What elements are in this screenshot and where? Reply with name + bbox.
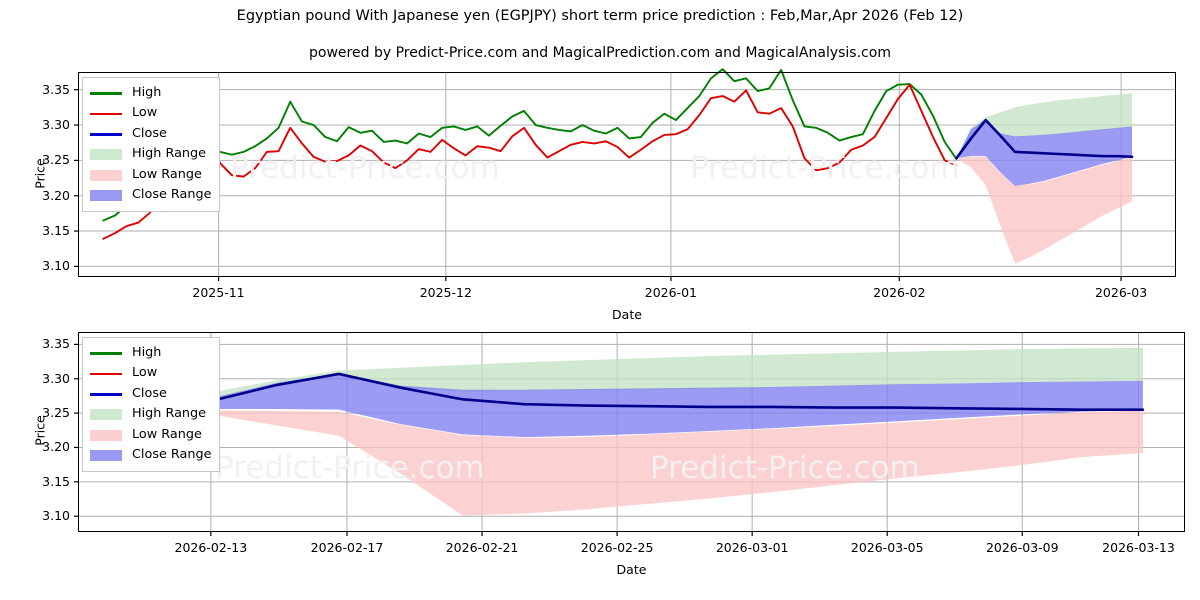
legend-line-swatch	[89, 107, 123, 121]
y-axis-tick-label: 3.30	[42, 117, 70, 133]
series-line-high	[102, 68, 958, 222]
legend-patch-swatch	[89, 148, 123, 162]
series-line-close	[151, 372, 1145, 413]
legend-item: High Range	[89, 145, 212, 166]
x-axis-tick-label: 2026-01	[644, 285, 698, 300]
x-axis-tick-label: 2026-02-25	[580, 540, 654, 555]
legend-label: High Range	[132, 406, 207, 422]
legend-item: Low Range	[89, 165, 212, 186]
y-axis-tick-label: 3.20	[42, 439, 70, 455]
bottom-chart-plot-area	[78, 332, 1185, 532]
top-chart-canvas	[74, 68, 1176, 281]
top-chart-plot-area	[78, 72, 1176, 277]
bottom-chart-x-axis-label: Date	[616, 562, 647, 577]
x-axis-tick-label: 2026-02	[873, 285, 926, 300]
y-axis-tick-label: 3.35	[42, 81, 70, 97]
legend-label: Close	[132, 385, 167, 401]
x-axis-tick-label: 2026-03-09	[985, 540, 1059, 555]
legend-item: High	[89, 343, 212, 364]
legend-item: Close	[89, 384, 212, 405]
legend-label: High	[132, 84, 162, 100]
legend-line-swatch	[89, 387, 123, 401]
y-axis-tick-label: 3.20	[42, 187, 70, 203]
x-axis-tick-label: 2026-03-01	[715, 540, 789, 555]
legend-item: Close	[89, 124, 212, 145]
bottom-chart-legend: High Low Close High Range Low Range Close Ran…	[82, 337, 220, 472]
legend-item: High Range	[89, 405, 212, 426]
y-axis-tick-label: 3.15	[42, 473, 70, 489]
top-chart-panel: Predict-Price.com Predict-Price.com Price…	[33, 68, 1176, 322]
legend-patch-swatch	[89, 408, 123, 422]
y-axis-tick-label: 3.15	[42, 223, 70, 239]
x-axis-tick-label: 2026-03	[1094, 285, 1148, 300]
x-axis-tick-label: 2026-02-13	[174, 540, 248, 555]
legend-label: Close Range	[132, 447, 212, 463]
x-axis-tick-label: 2026-03-05	[850, 540, 924, 555]
bottom-chart-y-axis-label: Price	[32, 415, 48, 446]
legend-label: Low	[132, 365, 158, 381]
legend-line-swatch	[89, 346, 123, 360]
legend-item: Close Range	[89, 186, 212, 207]
x-axis-tick-label: 2026-02-21	[445, 540, 519, 555]
y-axis-tick-label: 3.25	[42, 405, 70, 421]
legend-patch-swatch	[89, 449, 123, 463]
series-line-low	[102, 83, 958, 240]
legend-label: High Range	[132, 146, 207, 162]
top-chart-legend: High Low Close High Range Low Range Close Ran…	[82, 77, 220, 212]
page-subtitle: powered by Predict-Price.com and Magical…	[309, 45, 891, 61]
band-low-range	[956, 156, 1133, 264]
legend-line-swatch	[89, 127, 123, 141]
band-high-range	[956, 93, 1133, 159]
legend-item: Close Range	[89, 446, 212, 467]
legend-label: Low Range	[132, 166, 202, 182]
legend-patch-swatch	[89, 428, 123, 442]
y-axis-tick-label: 3.10	[42, 508, 70, 524]
legend-label: Low	[132, 105, 158, 121]
x-axis-tick-label: 2026-02-17	[310, 540, 384, 555]
page-title: Egyptian pound With Japanese yen (EGPJPY…	[236, 8, 964, 24]
x-axis-tick-label: 2025-11	[192, 285, 245, 300]
legend-item: Low	[89, 104, 212, 125]
y-axis-tick-label: 3.30	[42, 370, 70, 386]
legend-label: Low Range	[132, 426, 202, 442]
legend-line-swatch	[89, 367, 123, 381]
legend-label: High	[132, 344, 162, 360]
x-axis-tick-label: 2026-03-13	[1102, 540, 1175, 555]
legend-item: Low	[89, 364, 212, 385]
band-high-range	[153, 347, 1143, 412]
y-axis-tick-label: 3.10	[42, 258, 70, 274]
top-chart-x-axis-label: Date	[612, 307, 642, 322]
legend-label: Close	[132, 125, 167, 141]
legend-patch-swatch	[89, 189, 123, 203]
y-axis-tick-label: 3.35	[42, 336, 70, 352]
legend-patch-swatch	[89, 168, 123, 182]
bottom-chart-panel: Predict-Price.com Predict-Price.com Price…	[0, 310, 1200, 600]
legend-item: High	[89, 83, 212, 104]
legend-label: Close Range	[132, 187, 212, 203]
band-low-range	[153, 410, 1143, 516]
legend-item: Low Range	[89, 425, 212, 446]
y-axis-tick-label: 3.25	[42, 152, 70, 168]
x-axis-tick-label: 2025-12	[419, 285, 472, 300]
legend-line-swatch	[89, 86, 123, 100]
series-line-close	[955, 118, 1134, 160]
bottom-chart-canvas	[74, 332, 1185, 536]
